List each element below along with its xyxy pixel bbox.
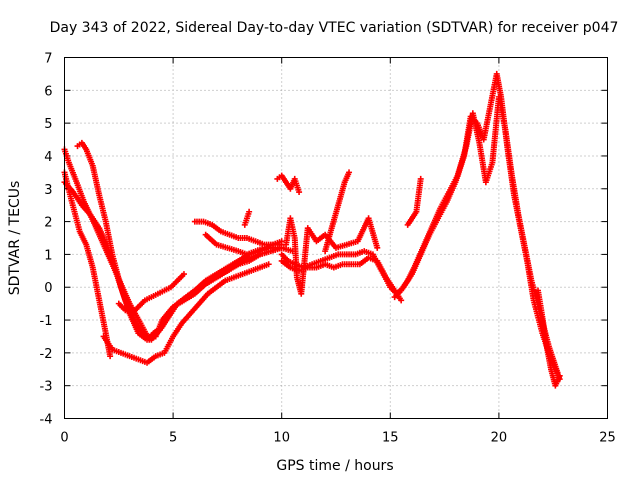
data-point xyxy=(398,297,405,304)
axis-ticks: 0 5 10 15 20 25 -4 -3 -2 -1 0 1 2 3 4 5 6 7 xyxy=(40,52,616,446)
data-point xyxy=(265,261,272,268)
x-tick-label: 15 xyxy=(382,431,399,446)
series-track-r xyxy=(534,287,563,389)
series-track-c xyxy=(61,179,296,343)
y-tick-label: 7 xyxy=(44,52,52,67)
grid xyxy=(64,57,608,419)
x-tick-label: 10 xyxy=(273,431,290,446)
series-track-n xyxy=(322,169,353,255)
y-tick-label: 5 xyxy=(44,117,52,132)
y-axis-label: SDTVAR / TECUs xyxy=(7,181,23,296)
data-point xyxy=(296,189,303,196)
y-tick-label: -4 xyxy=(40,413,53,428)
y-tick-label: 2 xyxy=(44,216,52,231)
y-tick-label: -2 xyxy=(40,347,53,362)
data-points xyxy=(61,70,563,389)
plot-frame xyxy=(64,57,608,419)
y-tick-label: 3 xyxy=(44,183,52,198)
data-point xyxy=(417,175,424,182)
y-tick-label: -3 xyxy=(40,380,53,395)
x-tick-label: 5 xyxy=(169,431,177,446)
series-track-h xyxy=(202,231,285,258)
data-point xyxy=(246,208,253,215)
series-track-d xyxy=(74,139,285,343)
x-tick-label: 20 xyxy=(491,431,508,446)
y-tick-label: 4 xyxy=(44,150,52,165)
y-tick-label: 0 xyxy=(44,281,52,296)
series-track-f xyxy=(115,271,187,317)
x-tick-label: 0 xyxy=(60,431,68,446)
chart-title: Day 343 of 2022, Sidereal Day-to-day VTE… xyxy=(50,20,619,36)
y-tick-label: 6 xyxy=(44,84,52,99)
data-point xyxy=(107,353,114,360)
x-tick-label: 25 xyxy=(599,431,616,446)
series-track-m xyxy=(283,215,381,297)
x-axis-label: GPS time / hours xyxy=(276,458,393,474)
data-point xyxy=(180,271,187,278)
data-point xyxy=(346,169,353,176)
data-point xyxy=(374,244,381,251)
y-tick-label: -1 xyxy=(40,314,53,329)
series-track-p xyxy=(391,93,561,376)
data-point xyxy=(556,372,563,379)
series-track-a xyxy=(61,169,114,360)
y-tick-label: 1 xyxy=(44,248,52,263)
series-track-q xyxy=(404,175,424,228)
data-point xyxy=(554,369,561,376)
series-track-j xyxy=(274,172,303,196)
series-track-i xyxy=(241,208,253,228)
series-track-e xyxy=(100,261,272,366)
